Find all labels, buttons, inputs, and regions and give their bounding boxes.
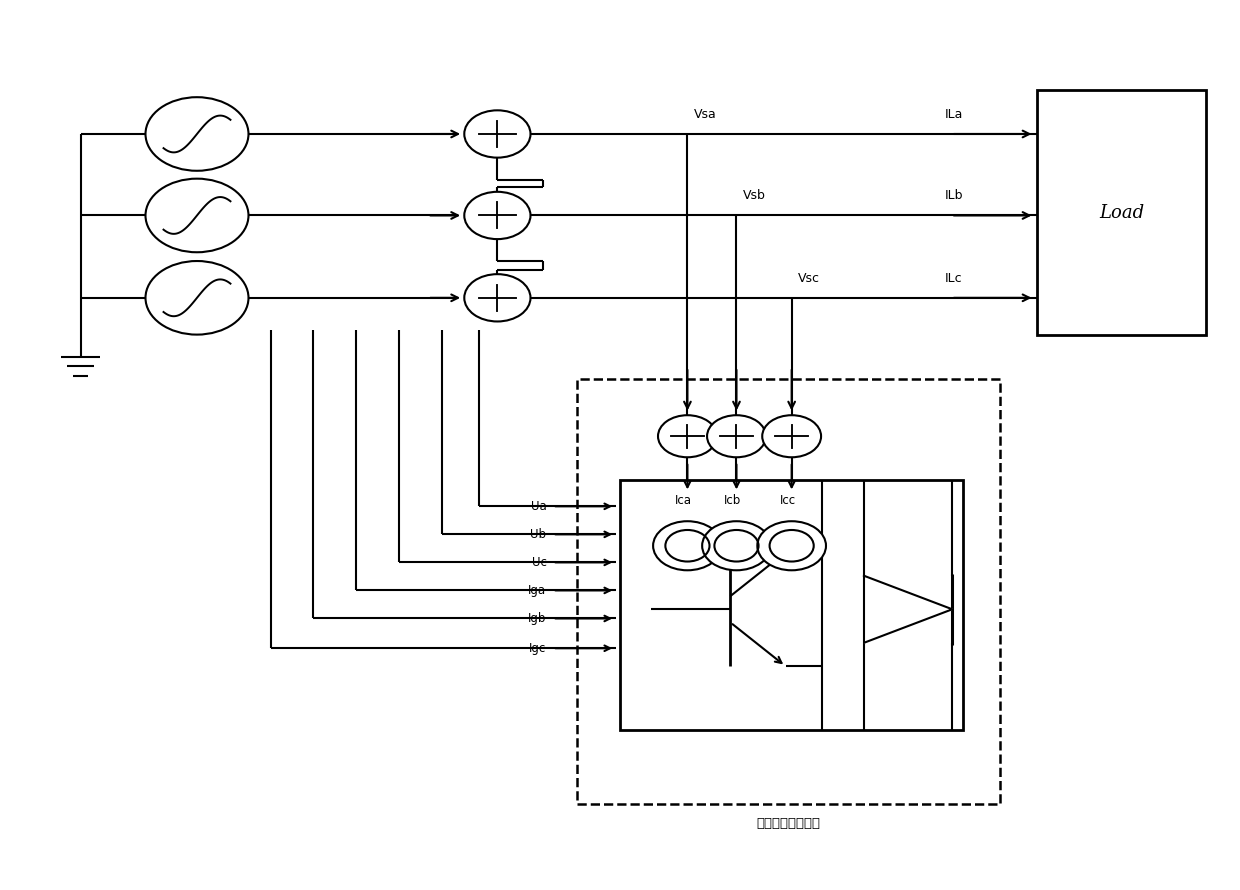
Text: Ub: Ub [531, 528, 547, 541]
Text: Vsc: Vsc [797, 271, 820, 285]
Bar [577, 379, 1001, 805]
Circle shape [464, 110, 531, 158]
Circle shape [145, 261, 248, 335]
Circle shape [464, 274, 531, 321]
Text: 电能质量治理装置: 电能质量治理装置 [756, 817, 821, 830]
Text: Vsa: Vsa [693, 108, 717, 121]
Bar [620, 480, 963, 730]
Text: Vsb: Vsb [743, 190, 765, 202]
Text: Iga: Iga [528, 584, 547, 597]
Text: Igc: Igc [529, 642, 547, 655]
Text: ILa: ILa [945, 108, 963, 121]
Circle shape [145, 179, 248, 252]
Circle shape [707, 416, 766, 457]
Text: Icb: Icb [724, 494, 742, 507]
Text: Igb: Igb [528, 612, 547, 625]
Circle shape [145, 97, 248, 171]
Circle shape [658, 416, 717, 457]
Polygon shape [864, 576, 952, 643]
Text: Load: Load [1099, 204, 1145, 222]
Circle shape [653, 522, 722, 570]
Text: Ua: Ua [531, 500, 547, 513]
Text: Uc: Uc [532, 556, 547, 569]
Text: Icc: Icc [780, 494, 796, 507]
Circle shape [464, 192, 531, 239]
Circle shape [702, 522, 771, 570]
Text: Ica: Ica [676, 494, 692, 507]
Circle shape [763, 416, 821, 457]
Text: ILb: ILb [945, 190, 963, 202]
Text: ILc: ILc [945, 271, 962, 285]
Bar [1037, 90, 1207, 336]
Circle shape [758, 522, 826, 570]
